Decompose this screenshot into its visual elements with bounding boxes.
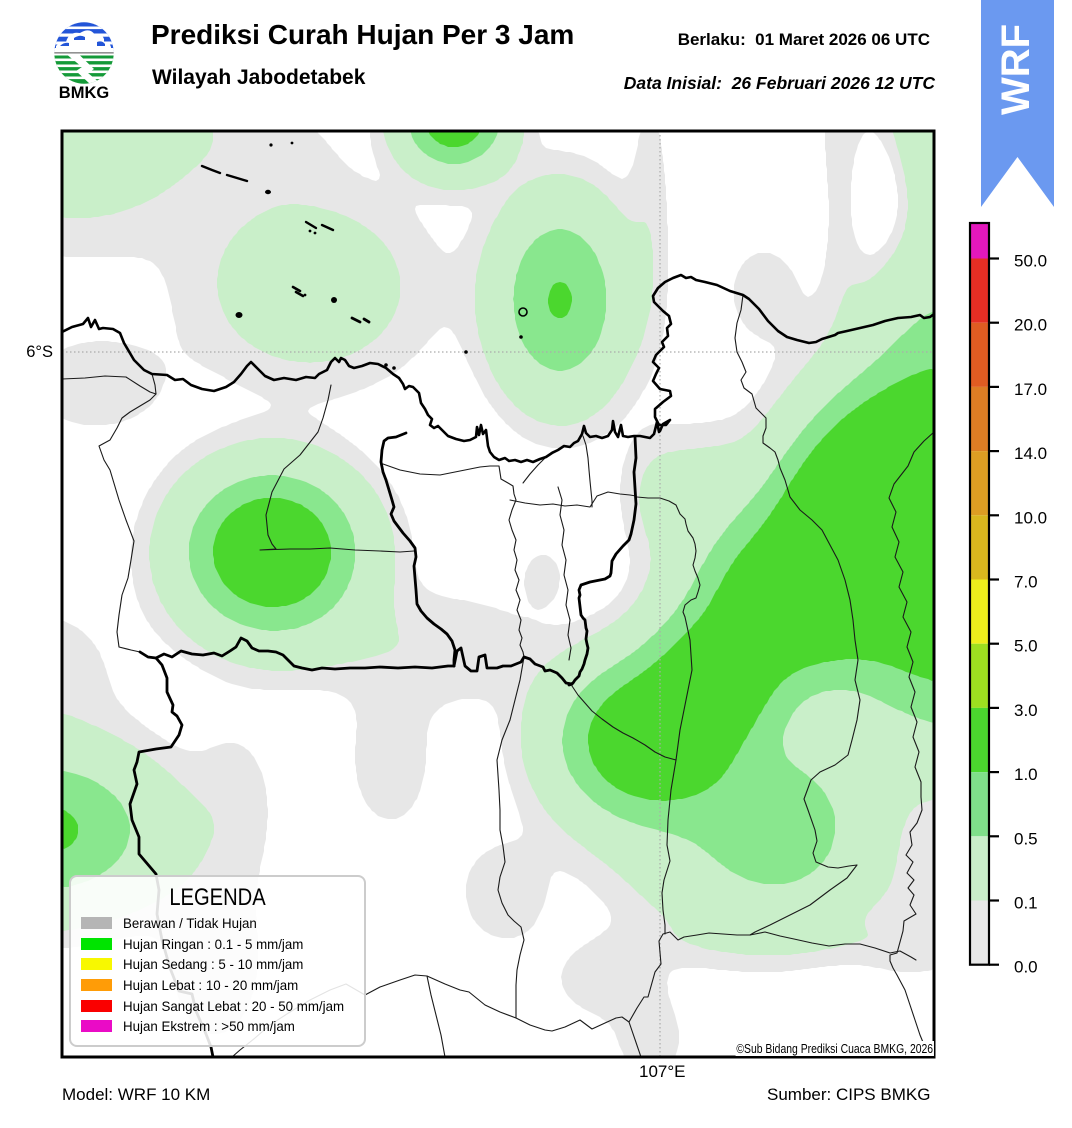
svg-text:17.0: 17.0 xyxy=(1014,380,1047,399)
svg-text:1.0: 1.0 xyxy=(1014,765,1038,784)
svg-text:50.0: 50.0 xyxy=(1014,252,1047,271)
svg-text:0.5: 0.5 xyxy=(1014,829,1038,848)
svg-text:0.1: 0.1 xyxy=(1014,894,1038,913)
svg-text:20.0: 20.0 xyxy=(1014,316,1047,335)
svg-text:10.0: 10.0 xyxy=(1014,508,1047,527)
svg-text:14.0: 14.0 xyxy=(1014,444,1047,463)
svg-text:5.0: 5.0 xyxy=(1014,637,1038,656)
svg-text:7.0: 7.0 xyxy=(1014,573,1038,592)
svg-text:0.0: 0.0 xyxy=(1014,958,1038,977)
svg-text:3.0: 3.0 xyxy=(1014,701,1038,720)
